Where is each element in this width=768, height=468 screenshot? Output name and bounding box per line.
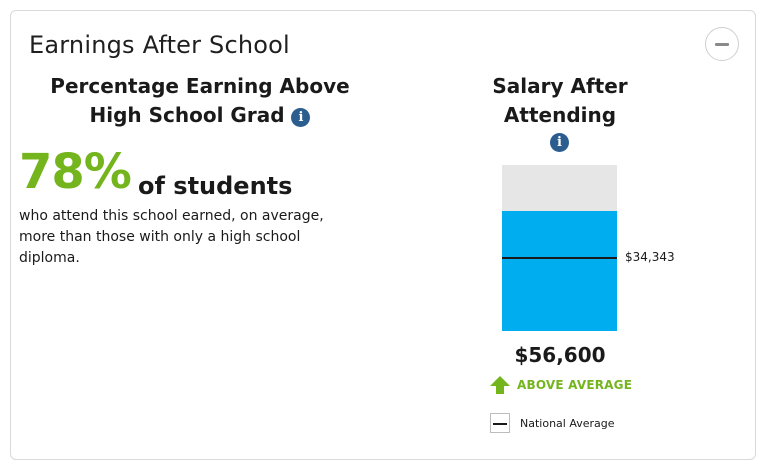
info-icon[interactable]: i — [291, 108, 311, 127]
earnings-card: Earnings After School — [10, 10, 756, 460]
info-icon[interactable]: i — [550, 133, 569, 152]
collapse-button[interactable] — [705, 27, 739, 61]
card-title: Earnings After School — [29, 31, 290, 59]
percentage-heading: Percentage Earning Above High School Gra… — [30, 72, 370, 130]
percentage-label: of students — [138, 172, 293, 200]
salary-value: $56,600 — [514, 343, 606, 367]
percentage-description: who attend this school earned, on averag… — [19, 208, 324, 266]
chart-legend: National Average — [490, 413, 615, 433]
legend-swatch — [490, 413, 510, 433]
national-average-line — [502, 257, 617, 259]
salary-heading: Salary After Attending — [492, 74, 628, 127]
percentage-value: 78% — [19, 144, 132, 200]
minus-icon — [715, 42, 729, 46]
national-average-value: $34,343 — [625, 250, 675, 264]
above-average-indicator: ABOVE AVERAGE — [489, 375, 632, 395]
legend-label: National Average — [520, 416, 615, 430]
above-average-text: ABOVE AVERAGE — [517, 378, 633, 392]
percentage-heading-text: Percentage Earning Above High School Gra… — [50, 74, 350, 127]
arrow-up-icon — [490, 376, 510, 394]
salary-bar-fill — [502, 211, 617, 331]
